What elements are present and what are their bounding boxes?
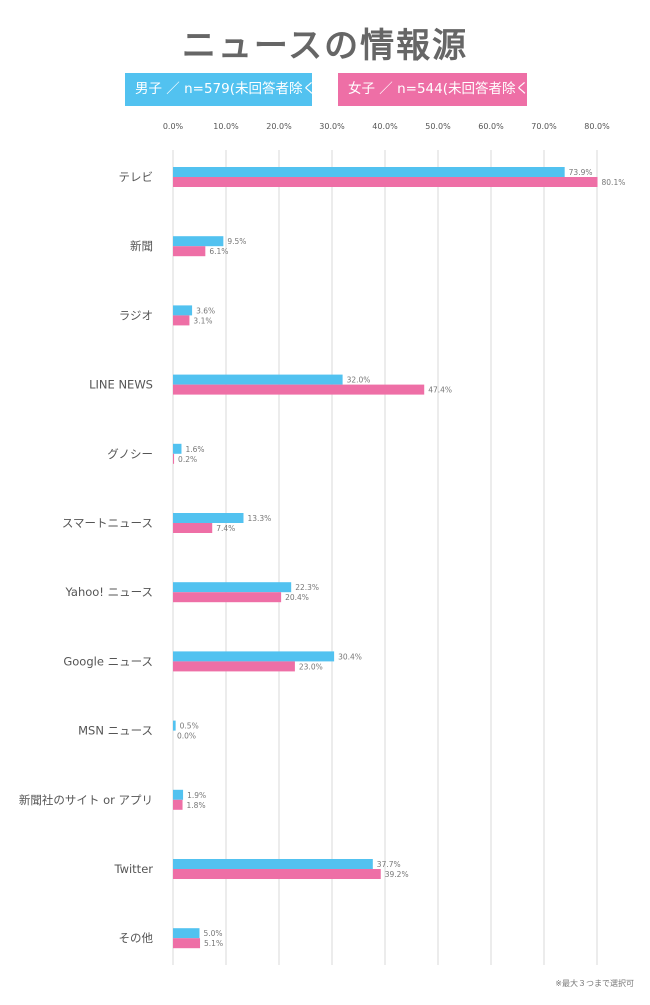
- data-label-male: 3.6%: [196, 306, 215, 315]
- data-label-male: 1.6%: [185, 445, 204, 454]
- bar-female: [173, 869, 381, 879]
- data-label-male: 0.5%: [180, 722, 199, 731]
- bar-male: [173, 720, 176, 731]
- data-label-female: 0.2%: [178, 455, 197, 464]
- bar-male: [173, 789, 184, 800]
- x-tick-label: 10.0%: [213, 122, 239, 131]
- data-label-male: 73.9%: [569, 168, 593, 177]
- data-label-female: 80.1%: [602, 178, 626, 187]
- bar-female: [173, 592, 282, 603]
- data-label-male: 22.3%: [295, 583, 319, 592]
- category-label: MSN ニュース: [78, 724, 153, 738]
- data-label-female: 39.2%: [385, 870, 409, 879]
- category-label: その他: [119, 931, 154, 945]
- x-tick-label: 20.0%: [266, 122, 292, 131]
- x-tick-label: 70.0%: [531, 122, 557, 131]
- bar-male: [173, 443, 182, 454]
- data-label-male: 9.5%: [227, 237, 246, 246]
- footnote: ※最大３つまで選択可: [555, 979, 634, 988]
- category-label: LINE NEWS: [89, 378, 153, 392]
- bar-female: [173, 384, 425, 395]
- x-tick-label: 60.0%: [478, 122, 504, 131]
- category-label: Google ニュース: [63, 654, 153, 668]
- bar-female: [173, 938, 201, 949]
- bar-male: [173, 374, 343, 385]
- x-tick-label: 80.0%: [584, 122, 610, 131]
- x-tick-label: 40.0%: [372, 122, 398, 131]
- x-tick-label: 30.0%: [319, 122, 345, 131]
- bar-male: [173, 859, 373, 869]
- x-tick-label: 0.0%: [163, 122, 184, 131]
- bar-female: [173, 661, 295, 672]
- bar-female: [173, 177, 598, 187]
- data-label-female: 23.0%: [299, 662, 323, 671]
- chart-title: ニュースの情報源: [181, 26, 469, 66]
- category-label: Twitter: [113, 862, 153, 876]
- category-label: スマートニュース: [62, 516, 153, 530]
- data-label-female: 7.4%: [216, 524, 235, 533]
- bar-male: [173, 928, 200, 939]
- bar-male: [173, 513, 244, 523]
- bar-female: [173, 799, 183, 810]
- data-label-male: 1.9%: [187, 791, 206, 800]
- legend-female: 女子 ／ n=544(未回答者除く): [338, 73, 534, 106]
- bar-female: [173, 523, 213, 533]
- data-label-male: 5.0%: [204, 929, 223, 938]
- bar-male: [173, 236, 224, 247]
- category-label: ラジオ: [119, 308, 153, 322]
- bar-female: [173, 246, 206, 257]
- x-tick-label: 50.0%: [425, 122, 451, 131]
- data-label-female: 1.8%: [187, 801, 206, 810]
- data-label-female: 20.4%: [285, 593, 309, 602]
- bar-male: [173, 582, 292, 593]
- data-label-female: 0.0%: [177, 732, 196, 741]
- data-label-female: 5.1%: [204, 939, 223, 948]
- category-label: 新聞社のサイト or アプリ: [19, 793, 153, 807]
- bar-male: [173, 651, 335, 662]
- category-label: テレビ: [119, 170, 154, 184]
- category-label: グノシー: [107, 447, 153, 461]
- bar-male: [173, 167, 565, 177]
- category-label: 新聞: [130, 239, 153, 253]
- data-label-female: 6.1%: [209, 247, 228, 256]
- legend-male: 男子 ／ n=579(未回答者除く): [125, 73, 321, 106]
- category-label: Yahoo! ニュース: [64, 585, 153, 599]
- data-label-male: 37.7%: [377, 860, 401, 869]
- data-label-male: 30.4%: [338, 652, 362, 661]
- data-label-male: 32.0%: [347, 376, 371, 385]
- bar-female: [173, 315, 190, 326]
- data-label-female: 3.1%: [193, 316, 212, 325]
- data-label-male: 13.3%: [247, 514, 271, 523]
- data-label-female: 47.4%: [428, 386, 452, 395]
- bar-male: [173, 305, 193, 316]
- bar-female: [173, 453, 175, 464]
